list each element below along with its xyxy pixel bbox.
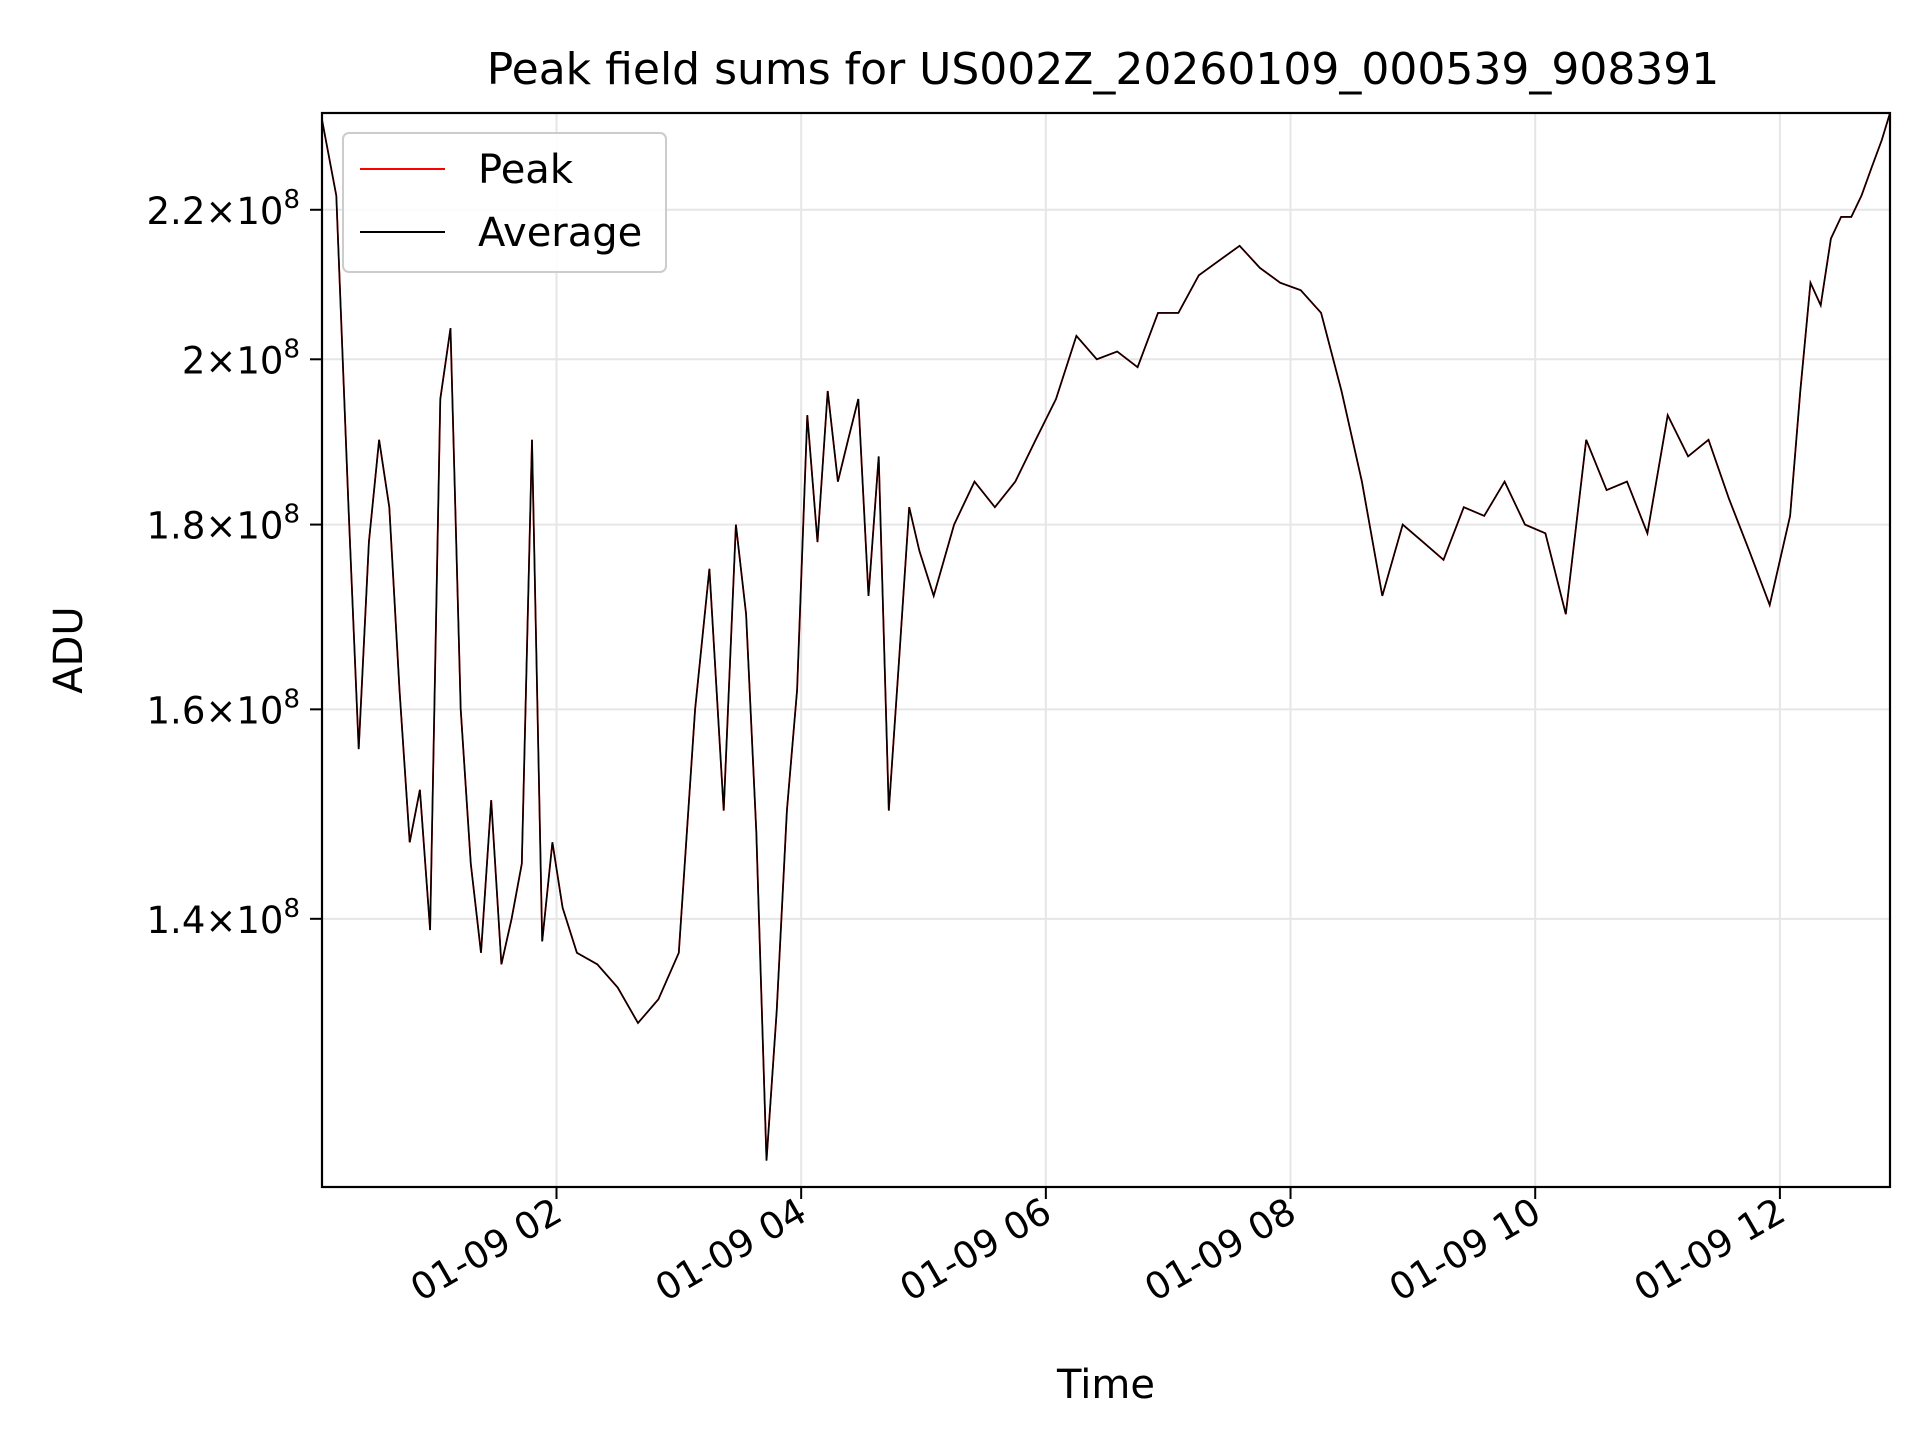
- y-axis-label: ADU: [46, 606, 92, 693]
- series-line-average: [322, 113, 1890, 1161]
- plot-frame: [320, 111, 1892, 1189]
- legend-label-peak: Peak: [478, 147, 574, 193]
- legend: Peak Average: [342, 132, 667, 273]
- y-tick-label: 1.8×108: [147, 500, 300, 548]
- y-tick-label: 1.4×108: [147, 894, 300, 942]
- chart-title: Peak field sums for US002Z_20260109_0005…: [487, 44, 1720, 95]
- y-tick-label: 2.2×108: [147, 185, 300, 233]
- y-tick-label: 2×108: [182, 334, 300, 382]
- x-axis-label: Time: [1056, 1362, 1155, 1408]
- y-axis: 1.4×108 1.6×108 1.8×108 2×108 2.2×108: [147, 185, 322, 942]
- legend-label-average: Average: [478, 210, 642, 256]
- legend-box: [342, 132, 667, 273]
- y-tick-label: 1.6×108: [147, 684, 300, 732]
- series-layer: [322, 113, 1890, 1161]
